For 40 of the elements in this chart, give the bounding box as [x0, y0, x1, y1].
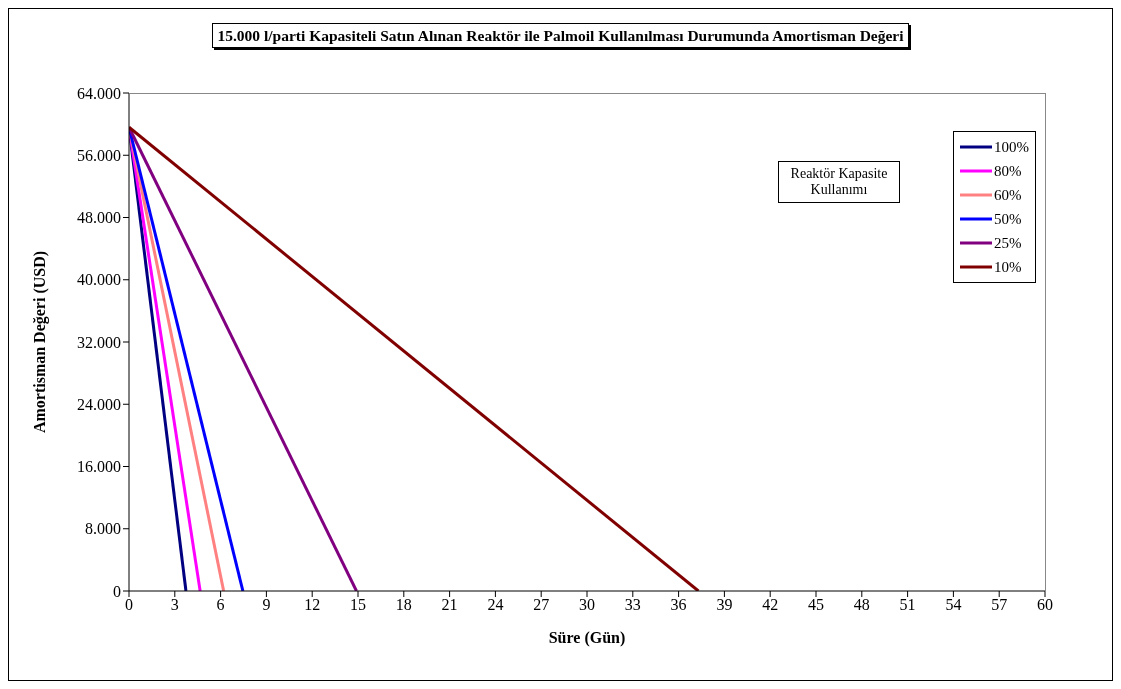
- x-tick-label: 6: [216, 596, 225, 614]
- x-tick-label: 51: [899, 596, 916, 614]
- x-tick-label: 54: [945, 596, 962, 614]
- x-tick-label: 3: [170, 596, 179, 614]
- x-tick-label: 33: [624, 596, 641, 614]
- x-axis-title: Süre (Gün): [548, 629, 626, 647]
- x-tick-label: 39: [716, 596, 733, 614]
- y-tick-label: 24.000: [77, 395, 121, 413]
- legend-label: 25%: [994, 234, 1022, 252]
- x-tick-label: 42: [762, 596, 779, 614]
- legend-label: 100%: [994, 138, 1029, 156]
- legend-title: Reaktör Kapasite Kullanımı: [778, 161, 900, 203]
- y-tick-label: 16.000: [77, 458, 121, 476]
- legend-label: 10%: [994, 258, 1022, 276]
- x-tick-label: 48: [853, 596, 870, 614]
- y-axis-title: Amortisman Değeri (USD): [30, 250, 49, 434]
- x-tick-label: 36: [670, 596, 687, 614]
- x-tick-label: 21: [441, 596, 458, 614]
- x-tick-label: 12: [304, 596, 321, 614]
- x-tick-label: 30: [579, 596, 595, 614]
- y-tick-label: 40.000: [77, 271, 121, 289]
- y-tick-label: 8.000: [85, 520, 121, 538]
- chart-title: 15.000 l/parti Kapasiteli Satın Alınan Reaktör ile Palmoil Kullanılması Durumunda Amortisman Değeri: [212, 23, 909, 48]
- x-tick-label: 60: [1037, 596, 1053, 614]
- legend-label: 80%: [994, 162, 1022, 180]
- x-tick-label: 9: [262, 596, 271, 614]
- x-tick-label: 24: [487, 596, 504, 614]
- y-tick-label: 32.000: [77, 333, 121, 351]
- x-tick-label: 45: [808, 596, 824, 614]
- legend-label: 60%: [994, 186, 1022, 204]
- legend-label: 50%: [994, 210, 1022, 228]
- x-tick-label: 27: [533, 596, 550, 614]
- y-tick-label: 56.000: [77, 146, 121, 164]
- y-tick-label: 64.000: [77, 84, 121, 102]
- x-tick-label: 57: [991, 596, 1008, 614]
- y-tick-label: 0: [113, 582, 121, 600]
- x-tick-label: 0: [125, 596, 133, 614]
- y-tick-label: 48.000: [77, 209, 121, 227]
- x-tick-label: 15: [350, 596, 366, 614]
- x-tick-label: 18: [395, 596, 412, 614]
